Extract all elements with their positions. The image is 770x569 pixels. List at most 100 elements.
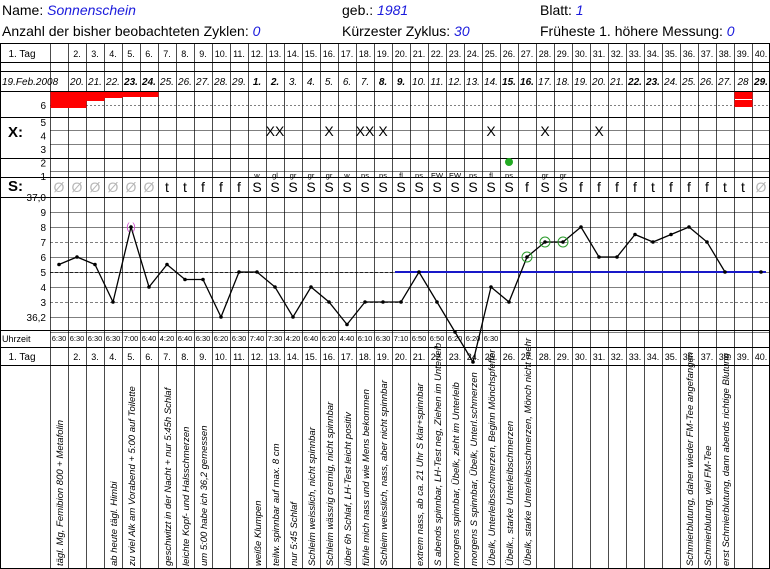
observed-cycles-label: Anzahl der bisher beobachteten Zyklen: xyxy=(2,23,249,39)
daily-note: tägl. Mg, Femibion 800 + Metafolin xyxy=(55,420,66,566)
mucus-note: ns xyxy=(505,171,513,180)
date-label: 25. xyxy=(159,77,174,88)
mucus-symbol: f xyxy=(237,179,241,195)
temperature-point xyxy=(75,255,79,259)
daily-note: Übelk, Unterleibsschmerzen, Beginn Mönch… xyxy=(487,349,498,566)
temp-scale-label: 9 xyxy=(40,208,46,219)
sheet-number-value[interactable]: 1 xyxy=(575,2,584,18)
day-number: 15. xyxy=(305,49,318,59)
day-number-bottom: 26. xyxy=(503,352,516,362)
day-number-bottom: 31. xyxy=(593,352,606,362)
day-number: 25. xyxy=(485,49,498,59)
birth-year-value[interactable]: 1981 xyxy=(377,2,409,18)
temp-top-label: 37,0 xyxy=(27,193,47,204)
date-label: 21. xyxy=(87,77,102,88)
date-label: 25. xyxy=(681,77,696,88)
daily-note: Schmierblutung, viel FM-Tee xyxy=(703,445,714,566)
date-label: 20. xyxy=(69,77,84,88)
daily-note: Schleim wässrig cremig, nicht spinnbar xyxy=(325,401,336,566)
temperature-point xyxy=(399,300,403,304)
temperature-point xyxy=(543,240,547,244)
mucus-note: gl xyxy=(272,171,278,180)
measurement-time: 4:20 xyxy=(286,334,301,343)
mucus-symbol: f xyxy=(705,179,709,195)
temp-scale-label: 8 xyxy=(40,223,46,234)
daily-note: um 5:00 habe ich 36,2 gemessen xyxy=(199,426,210,566)
day-number-bottom: 34. xyxy=(647,352,660,362)
daily-note: Schmierblutung, daher wieder FM-Tee ange… xyxy=(685,352,696,566)
high-phase-circle xyxy=(539,236,551,248)
daily-note: leichte Kopf- und Halsschmerzen xyxy=(181,427,192,566)
day-number-bottom: 33. xyxy=(629,352,642,362)
day-number: 7. xyxy=(163,49,171,59)
day-number-bottom: 38. xyxy=(719,352,732,362)
temperature-point xyxy=(219,315,223,319)
daily-note: Übelk, starke Unterleibsschmerzen, Mönch… xyxy=(523,337,534,566)
temperature-point xyxy=(57,262,61,267)
measurement-time: 4:20 xyxy=(160,334,175,343)
temperature-point xyxy=(579,225,583,229)
disturbed-marker: ( ) xyxy=(126,222,135,233)
x-scale-label: 3 xyxy=(40,145,46,156)
peak-dot xyxy=(505,158,513,166)
mucus-note: ns xyxy=(415,171,423,180)
temperature-point xyxy=(165,262,169,267)
date-label: 10. xyxy=(412,77,426,88)
bleeding-scale-label: 6 xyxy=(40,101,46,112)
measurement-time: 7:30 xyxy=(268,334,283,343)
day-number-bottom: 35. xyxy=(665,352,678,362)
day-number: 20. xyxy=(395,49,408,59)
high-phase-circle xyxy=(557,236,569,248)
mucus-symbol: f xyxy=(687,179,691,195)
day-number-bottom: 25. xyxy=(485,352,498,362)
date-label: 3. xyxy=(289,77,297,88)
day-number: 39. xyxy=(737,49,750,59)
earliest-high-value[interactable]: 0 xyxy=(726,23,735,39)
day-number: 8. xyxy=(181,49,189,59)
mucus-symbol: S xyxy=(324,179,333,195)
date-label: 11. xyxy=(430,77,443,88)
bleeding-bar xyxy=(734,92,753,99)
shortest-cycle-value[interactable]: 30 xyxy=(454,23,470,39)
daily-note: morgens S spinnbar, Übelk, Unterl.schmer… xyxy=(469,372,480,566)
mucus-note: gr xyxy=(560,171,567,180)
mucus-note: EW xyxy=(431,171,444,180)
day-number: 18. xyxy=(359,49,372,59)
day-number-bottom: 20. xyxy=(395,352,408,362)
daily-note: fühle mich nass und wie Mens bekommen xyxy=(361,389,372,566)
measurement-time: 6:30 xyxy=(88,334,103,343)
day-number-bottom: 37. xyxy=(701,352,714,362)
mucus-note: ns xyxy=(361,171,369,180)
temperature-point xyxy=(561,240,565,244)
date-label: 24. xyxy=(141,77,156,88)
mucus-note: gr xyxy=(326,171,333,180)
day-number: 12. xyxy=(251,49,264,59)
day-number: 26. xyxy=(503,49,516,59)
date-label: 9. xyxy=(397,77,405,88)
mucus-symbol: Ø xyxy=(126,179,137,195)
mucus-symbol: S xyxy=(504,179,513,195)
date-label: 13. xyxy=(466,77,480,88)
daily-note: teilw. spinnbar auf max. 8 cm xyxy=(271,443,282,566)
temp-low-label: 36,2 xyxy=(27,313,47,324)
day-number-bottom: 16. xyxy=(323,352,336,362)
high-phase-circle xyxy=(521,251,533,263)
temperature-point xyxy=(507,300,511,304)
measurement-time: 6:30 xyxy=(106,334,121,343)
day-number-bottom: 21. xyxy=(413,352,426,362)
day-number: 35. xyxy=(665,49,678,59)
measurement-time: 6:30 xyxy=(484,334,499,343)
measurement-time: 6:30 xyxy=(70,334,85,343)
measurement-time: 6:30 xyxy=(196,334,211,343)
mucus-symbol: t xyxy=(723,179,727,195)
observed-cycles-value[interactable]: 0 xyxy=(252,23,261,39)
day-number-bottom: 10. xyxy=(215,352,228,362)
daily-note: extrem nass, ab ca. 21 Uhr S klar+spinnb… xyxy=(415,382,426,566)
day-number: 37. xyxy=(701,49,714,59)
x-scale-label: 4 xyxy=(40,132,46,143)
mucus-symbol: S xyxy=(414,179,423,195)
day-number: 30. xyxy=(575,49,588,59)
date-label: 23. xyxy=(645,77,660,88)
name-value[interactable]: Sonnenschein xyxy=(47,2,136,18)
measurement-time: 6:20 xyxy=(214,334,229,343)
